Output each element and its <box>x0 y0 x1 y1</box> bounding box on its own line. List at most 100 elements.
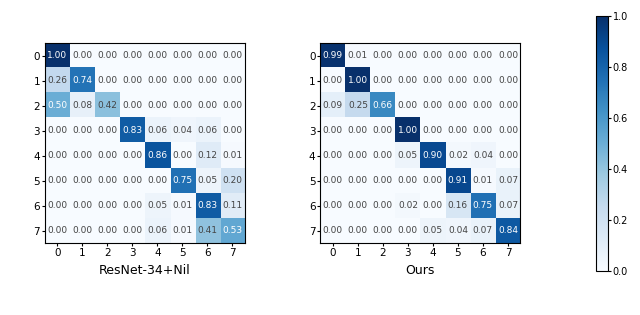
Text: 0.07: 0.07 <box>498 176 518 185</box>
Text: 0.00: 0.00 <box>97 126 117 135</box>
Text: 0.01: 0.01 <box>172 226 193 235</box>
X-axis label: ResNet-34+Nil: ResNet-34+Nil <box>99 264 191 277</box>
Text: 0.06: 0.06 <box>147 126 168 135</box>
Text: 0.00: 0.00 <box>373 176 393 185</box>
Text: 0.00: 0.00 <box>423 126 443 135</box>
Text: 0.00: 0.00 <box>348 126 368 135</box>
Text: 0.05: 0.05 <box>398 151 418 160</box>
Text: 0.16: 0.16 <box>448 201 468 210</box>
Text: 0.04: 0.04 <box>473 151 493 160</box>
Text: 0.00: 0.00 <box>122 101 142 110</box>
Text: 0.20: 0.20 <box>222 176 243 185</box>
Text: 0.00: 0.00 <box>97 176 117 185</box>
Text: 0.00: 0.00 <box>97 201 117 210</box>
Text: 0.83: 0.83 <box>197 201 218 210</box>
Text: 0.00: 0.00 <box>423 201 443 210</box>
Text: 0.00: 0.00 <box>323 201 343 210</box>
Text: 0.00: 0.00 <box>398 176 418 185</box>
Text: 0.00: 0.00 <box>473 101 493 110</box>
Text: 1.00: 1.00 <box>47 51 67 60</box>
Text: 0.01: 0.01 <box>172 201 193 210</box>
Text: 0.02: 0.02 <box>398 201 418 210</box>
Text: 0.00: 0.00 <box>398 226 418 235</box>
Text: 0.00: 0.00 <box>448 101 468 110</box>
Text: 0.00: 0.00 <box>47 126 67 135</box>
Text: 0.00: 0.00 <box>423 51 443 60</box>
Text: 0.01: 0.01 <box>222 151 243 160</box>
Text: 0.00: 0.00 <box>498 51 518 60</box>
Text: 0.00: 0.00 <box>473 126 493 135</box>
Text: 0.00: 0.00 <box>47 201 67 210</box>
Text: 0.08: 0.08 <box>72 101 92 110</box>
Text: 0.07: 0.07 <box>473 226 493 235</box>
Text: 0.00: 0.00 <box>72 201 92 210</box>
Text: 0.00: 0.00 <box>97 151 117 160</box>
Text: 0.00: 0.00 <box>172 76 193 85</box>
Text: 0.83: 0.83 <box>122 126 142 135</box>
Text: 0.00: 0.00 <box>473 51 493 60</box>
Text: 0.25: 0.25 <box>348 101 368 110</box>
Text: 0.05: 0.05 <box>197 176 218 185</box>
Text: 0.00: 0.00 <box>72 226 92 235</box>
Text: 0.00: 0.00 <box>72 176 92 185</box>
Text: 0.50: 0.50 <box>47 101 67 110</box>
Text: 0.00: 0.00 <box>323 151 343 160</box>
Text: 0.09: 0.09 <box>323 101 343 110</box>
Text: 0.04: 0.04 <box>448 226 468 235</box>
Text: 1.00: 1.00 <box>348 76 368 85</box>
Text: 0.00: 0.00 <box>222 76 243 85</box>
Text: 0.00: 0.00 <box>147 101 168 110</box>
Text: 0.00: 0.00 <box>398 101 418 110</box>
Text: 0.00: 0.00 <box>197 51 218 60</box>
Text: 0.00: 0.00 <box>197 76 218 85</box>
Text: 0.12: 0.12 <box>197 151 218 160</box>
Text: 0.01: 0.01 <box>348 51 368 60</box>
Text: 0.06: 0.06 <box>197 126 218 135</box>
Text: 0.00: 0.00 <box>122 51 142 60</box>
Text: 0.00: 0.00 <box>222 51 243 60</box>
Text: 0.26: 0.26 <box>47 76 67 85</box>
Text: 0.00: 0.00 <box>197 101 218 110</box>
Text: 0.00: 0.00 <box>348 201 368 210</box>
Text: 0.00: 0.00 <box>122 176 142 185</box>
Text: 0.00: 0.00 <box>122 201 142 210</box>
Text: 0.00: 0.00 <box>222 101 243 110</box>
Text: 0.00: 0.00 <box>222 126 243 135</box>
Text: 0.00: 0.00 <box>348 151 368 160</box>
Text: 0.41: 0.41 <box>197 226 218 235</box>
Text: 0.00: 0.00 <box>47 226 67 235</box>
Text: 0.00: 0.00 <box>147 76 168 85</box>
Text: 0.00: 0.00 <box>172 51 193 60</box>
Text: 0.00: 0.00 <box>97 51 117 60</box>
Text: 0.75: 0.75 <box>172 176 193 185</box>
Text: 0.11: 0.11 <box>222 201 243 210</box>
Text: 0.00: 0.00 <box>147 176 168 185</box>
Text: 0.00: 0.00 <box>423 176 443 185</box>
Text: 0.00: 0.00 <box>498 76 518 85</box>
Text: 0.05: 0.05 <box>423 226 443 235</box>
Text: 0.00: 0.00 <box>122 226 142 235</box>
Text: 0.01: 0.01 <box>473 176 493 185</box>
Text: 0.00: 0.00 <box>498 101 518 110</box>
Text: 0.00: 0.00 <box>348 226 368 235</box>
Text: 0.66: 0.66 <box>373 101 393 110</box>
Text: 0.84: 0.84 <box>498 226 518 235</box>
Text: 0.00: 0.00 <box>122 76 142 85</box>
Text: 0.00: 0.00 <box>373 226 393 235</box>
Text: 0.00: 0.00 <box>47 151 67 160</box>
Text: 0.00: 0.00 <box>72 51 92 60</box>
Text: 0.00: 0.00 <box>47 176 67 185</box>
Text: 0.00: 0.00 <box>448 51 468 60</box>
Text: 0.00: 0.00 <box>423 101 443 110</box>
Text: 0.75: 0.75 <box>473 201 493 210</box>
Text: 0.90: 0.90 <box>423 151 443 160</box>
Text: 0.00: 0.00 <box>323 76 343 85</box>
Text: 0.06: 0.06 <box>147 226 168 235</box>
Text: 1.00: 1.00 <box>398 126 418 135</box>
Text: 0.00: 0.00 <box>448 126 468 135</box>
Text: 0.00: 0.00 <box>373 201 393 210</box>
Text: 0.42: 0.42 <box>97 101 117 110</box>
Text: 0.00: 0.00 <box>373 76 393 85</box>
Text: 0.00: 0.00 <box>348 176 368 185</box>
Text: 0.05: 0.05 <box>147 201 168 210</box>
